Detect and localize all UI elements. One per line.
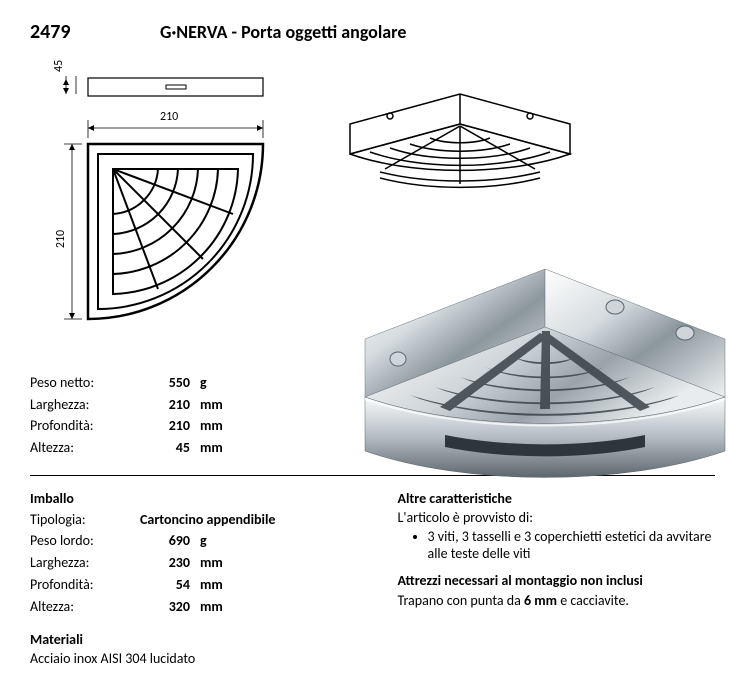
spec-label: Altezza: bbox=[30, 437, 140, 459]
spec-label: Larghezza: bbox=[30, 552, 140, 574]
diagram-area: 45 bbox=[30, 54, 715, 354]
spec-label: Peso lordo: bbox=[30, 530, 140, 552]
product-render bbox=[350, 249, 740, 513]
plan-view: 210 210 bbox=[58, 114, 288, 348]
spec-unit: g bbox=[190, 530, 207, 552]
spec-value: 320 bbox=[140, 596, 190, 618]
top-edge-view: 45 bbox=[58, 66, 278, 110]
spec-unit: mm bbox=[190, 437, 223, 459]
spec-value: 210 bbox=[140, 394, 190, 416]
spec-label: Altezza: bbox=[30, 596, 140, 618]
spec-label: Peso netto: bbox=[30, 372, 140, 394]
attrezzi-heading: Attrezzi necessari al montaggio non incl… bbox=[398, 572, 716, 589]
attrezzi-text: Trapano con punta da 6 mm e cacciavite. bbox=[398, 591, 716, 611]
spec-unit: mm bbox=[190, 394, 223, 416]
attrezzi-pre: Trapano con punta da bbox=[398, 592, 524, 609]
dim-depth-label: 210 bbox=[54, 230, 68, 248]
net-specs: Peso netto: 550 g Larghezza: 210 mm Prof… bbox=[30, 372, 300, 459]
product-title: G·NERVA - Porta oggetti angolare bbox=[160, 21, 406, 43]
attrezzi-post: e cacciavite. bbox=[557, 592, 629, 609]
imballo-heading: Imballo bbox=[30, 490, 348, 507]
materiali-heading: Materiali bbox=[30, 631, 348, 648]
spec-unit: mm bbox=[190, 574, 223, 596]
dim-width-label: 210 bbox=[160, 110, 178, 124]
iso-line-view bbox=[330, 74, 590, 228]
spec-value: 230 bbox=[140, 552, 190, 574]
materiali-text: Acciaio inox AISI 304 lucidato bbox=[30, 650, 348, 667]
spec-label: Profondità: bbox=[30, 415, 140, 437]
spec-value: 690 bbox=[140, 530, 190, 552]
header: 2479 G·NERVA - Porta oggetti angolare bbox=[30, 20, 715, 44]
spec-unit: g bbox=[190, 372, 207, 394]
spec-value: 210 bbox=[140, 415, 190, 437]
spec-unit: mm bbox=[190, 552, 223, 574]
spec-label: Tipologia: bbox=[30, 509, 140, 531]
spec-label: Larghezza: bbox=[30, 394, 140, 416]
attrezzi-bold: 6 mm bbox=[524, 592, 557, 609]
spec-value: Cartoncino appendibile bbox=[140, 509, 275, 531]
spec-unit: mm bbox=[190, 596, 223, 618]
dim-height-label: 45 bbox=[52, 60, 66, 72]
spec-value: 550 bbox=[140, 372, 190, 394]
spec-label: Profondità: bbox=[30, 574, 140, 596]
spec-value: 54 bbox=[140, 574, 190, 596]
spec-unit: mm bbox=[190, 415, 223, 437]
altre-item: 3 viti, 3 tasselli e 3 coperchietti este… bbox=[428, 528, 716, 562]
spec-value: 45 bbox=[140, 437, 190, 459]
product-code: 2479 bbox=[30, 20, 160, 44]
